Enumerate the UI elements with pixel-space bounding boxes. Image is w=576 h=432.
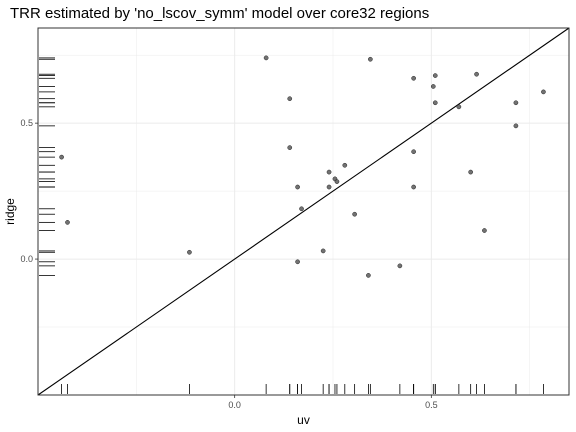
y-tick-label: 0.5 bbox=[20, 118, 33, 128]
data-point bbox=[59, 154, 64, 160]
data-point bbox=[432, 100, 438, 106]
data-point bbox=[320, 248, 326, 254]
x-tick-label: 0.0 bbox=[228, 400, 241, 410]
y-axis-label: ridge bbox=[3, 198, 17, 225]
data-point bbox=[411, 75, 416, 81]
data-points bbox=[59, 55, 546, 278]
data-point bbox=[263, 55, 269, 61]
data-point bbox=[287, 145, 293, 150]
data-point bbox=[513, 123, 519, 129]
data-point bbox=[326, 184, 332, 190]
data-point bbox=[287, 96, 293, 102]
x-axis-label: uv bbox=[297, 413, 310, 427]
panel-border bbox=[37, 27, 570, 396]
data-point bbox=[342, 162, 348, 168]
data-point bbox=[456, 104, 462, 110]
data-point bbox=[334, 179, 340, 184]
reference-line-layer bbox=[37, 27, 570, 396]
data-point bbox=[541, 89, 546, 95]
data-point bbox=[326, 169, 332, 175]
data-point bbox=[411, 184, 416, 190]
rug-marks bbox=[39, 57, 544, 394]
data-point bbox=[299, 206, 304, 212]
data-point bbox=[411, 149, 416, 155]
data-point bbox=[513, 100, 519, 106]
data-point bbox=[482, 228, 487, 233]
data-point bbox=[432, 73, 438, 78]
data-point bbox=[65, 220, 70, 225]
data-point bbox=[368, 56, 373, 62]
x-tick-label: 0.5 bbox=[425, 400, 438, 410]
data-point bbox=[366, 273, 371, 278]
data-point bbox=[295, 259, 300, 265]
data-point bbox=[187, 249, 192, 255]
chart-title: TRR estimated by 'no_lscov_symm' model o… bbox=[10, 5, 429, 22]
y-tick-label: 0.0 bbox=[20, 254, 33, 264]
data-point bbox=[468, 169, 474, 175]
data-point bbox=[295, 184, 300, 190]
data-point bbox=[352, 211, 357, 217]
data-point bbox=[430, 84, 436, 89]
data-point bbox=[474, 71, 479, 77]
identity-line bbox=[37, 27, 570, 396]
grid-lines bbox=[38, 28, 569, 395]
data-point bbox=[397, 263, 403, 269]
